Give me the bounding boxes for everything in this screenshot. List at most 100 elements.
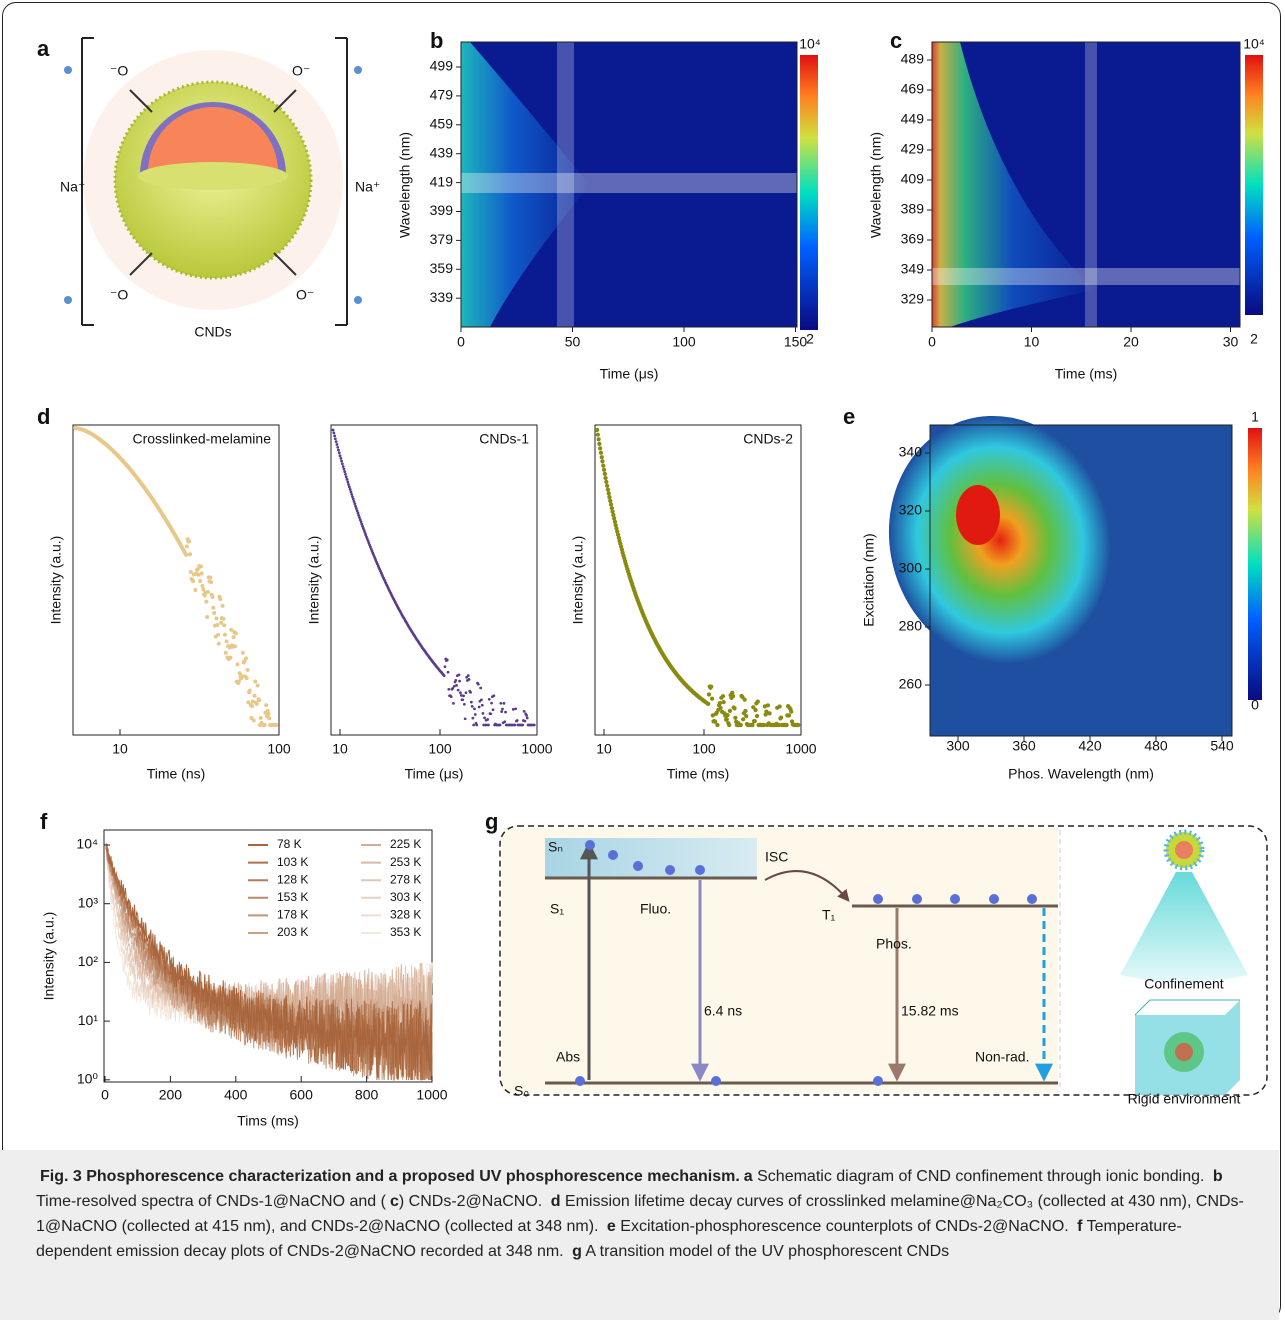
- y-tick-label: 359: [430, 260, 454, 276]
- caption-text: ) CNDs-2@NaCNO.: [398, 1193, 547, 1210]
- x-axis-title: Tims (ms): [237, 1113, 299, 1129]
- caption-text: Excitation-phosphorescence counterplots …: [615, 1218, 1074, 1235]
- cnd-schematic: [64, 37, 362, 326]
- x-tick-label: 200: [159, 1087, 183, 1103]
- panel-label: g: [485, 809, 498, 834]
- legend-label: 78 K: [277, 837, 302, 851]
- colorbar-min: 0: [1251, 697, 1259, 713]
- subplot-title: CNDs-2: [743, 431, 793, 447]
- subplot-title: Crosslinked-melamine: [133, 431, 272, 447]
- caption-text: a: [743, 1168, 753, 1185]
- caption-text: Schematic diagram of CND confinement thr…: [752, 1168, 1209, 1185]
- diagram-label: T₁: [822, 907, 836, 923]
- y-tick-label: 10⁴: [76, 836, 98, 852]
- jablonski-diagram: [499, 825, 1268, 1096]
- legend-label: 178 K: [277, 908, 308, 922]
- y-axis-title: Intensity (a.u.): [48, 536, 64, 625]
- y-tick-label: 329: [901, 291, 925, 307]
- legend-label: 103 K: [277, 855, 308, 869]
- diagram-label: Fluo.: [640, 901, 671, 917]
- x-axis-title: Time (ms): [667, 766, 729, 782]
- ion-label: ⁻O: [110, 63, 128, 79]
- diagram-label: Abs: [556, 1049, 580, 1065]
- y-tick-label: 280: [899, 618, 923, 634]
- y-tick-label: 260: [899, 676, 923, 692]
- colorbar-max: 10⁴: [1243, 36, 1265, 52]
- caption-text: A transition model of the UV phosphoresc…: [581, 1243, 950, 1260]
- legend-label: 303 K: [390, 890, 421, 904]
- x-tick-label: 100: [692, 741, 716, 757]
- colorbar-min: 2: [806, 331, 814, 347]
- panel-label: a: [37, 36, 50, 61]
- x-tick-label: 0: [928, 334, 936, 350]
- legend-label: 328 K: [390, 908, 421, 922]
- x-tick-label: 1000: [416, 1087, 447, 1103]
- y-tick-label: 10³: [78, 894, 99, 910]
- decay-curves: [73, 426, 801, 1081]
- caption-text: c: [389, 1193, 399, 1210]
- x-axis-title: Phos. Wavelength (nm): [1008, 766, 1154, 782]
- x-tick-label: 1000: [521, 741, 552, 757]
- y-tick-label: 409: [901, 171, 925, 187]
- y-tick-label: 429: [901, 141, 925, 157]
- y-axis-title: Intensity (a.u.): [570, 536, 586, 625]
- legend-label: 203 K: [277, 925, 308, 939]
- diagram-label: ISC: [765, 849, 788, 865]
- x-tick-label: 10: [112, 741, 128, 757]
- x-tick-label: 30: [1223, 334, 1239, 350]
- legend-label: 128 K: [277, 872, 308, 886]
- caption-text: d: [550, 1193, 561, 1210]
- y-axis-title: Wavelength (nm): [868, 132, 884, 238]
- panel-label: c: [890, 28, 902, 53]
- x-tick-label: 0: [101, 1087, 109, 1103]
- colorbar-max: 10⁴: [799, 36, 821, 52]
- y-tick-label: 300: [899, 560, 923, 576]
- heatmap-b: [460, 41, 818, 330]
- y-axis-title: Excitation (nm): [861, 533, 877, 626]
- x-tick-label: 150: [784, 334, 808, 350]
- y-tick-label: 399: [430, 202, 454, 218]
- x-tick-label: 1000: [785, 741, 816, 757]
- y-tick-label: 369: [901, 231, 925, 247]
- x-tick-label: 600: [290, 1087, 314, 1103]
- diagram-label: 15.82 ms: [901, 1003, 959, 1019]
- diagram-label: Phos.: [876, 936, 912, 952]
- x-tick-label: 100: [267, 741, 291, 757]
- decay-curve: [105, 847, 433, 1081]
- x-tick-label: 420: [1078, 738, 1102, 754]
- colorbar-min: 2: [1250, 331, 1258, 347]
- x-tick-label: 10: [332, 741, 348, 757]
- x-tick-label: 0: [457, 334, 465, 350]
- decay-points: [73, 426, 279, 727]
- panel-label: e: [843, 404, 855, 429]
- diagram-label: S₀: [514, 1083, 529, 1099]
- y-tick-label: 419: [430, 173, 454, 189]
- y-tick-label: 379: [430, 231, 454, 247]
- diagram-label: Rigid environment: [1128, 1091, 1241, 1107]
- x-tick-label: 10: [1024, 334, 1040, 350]
- caption-text: g: [572, 1243, 582, 1260]
- y-axis-title: Intensity (a.u.): [306, 536, 322, 625]
- legend-label: 153 K: [277, 890, 308, 904]
- panel-label: f: [40, 809, 48, 834]
- caption-text: e: [606, 1218, 616, 1235]
- y-tick-label: 459: [430, 116, 454, 132]
- x-tick-label: 100: [428, 741, 452, 757]
- y-tick-label: 340: [899, 444, 923, 460]
- x-tick-label: 800: [355, 1087, 379, 1103]
- diagram-label: Non-rad.: [975, 1049, 1029, 1065]
- y-tick-label: 389: [901, 201, 925, 217]
- legend-label: 225 K: [390, 837, 421, 851]
- caption-text: b: [1212, 1168, 1223, 1185]
- decay-points: [331, 428, 536, 727]
- y-tick-label: 469: [901, 81, 925, 97]
- y-tick-label: 489: [901, 51, 925, 67]
- x-axis-title: Time (ms): [1055, 366, 1117, 382]
- y-axis-title: Intensity (a.u.): [41, 912, 57, 1001]
- ion-label: ⁻O: [110, 287, 128, 303]
- decay-points: [594, 427, 801, 728]
- y-tick-label: 439: [430, 144, 454, 160]
- x-tick-label: 400: [224, 1087, 248, 1103]
- x-tick-label: 10: [596, 741, 612, 757]
- figure-caption: Fig. 3 Phosphorescence characterization …: [0, 1150, 1279, 1320]
